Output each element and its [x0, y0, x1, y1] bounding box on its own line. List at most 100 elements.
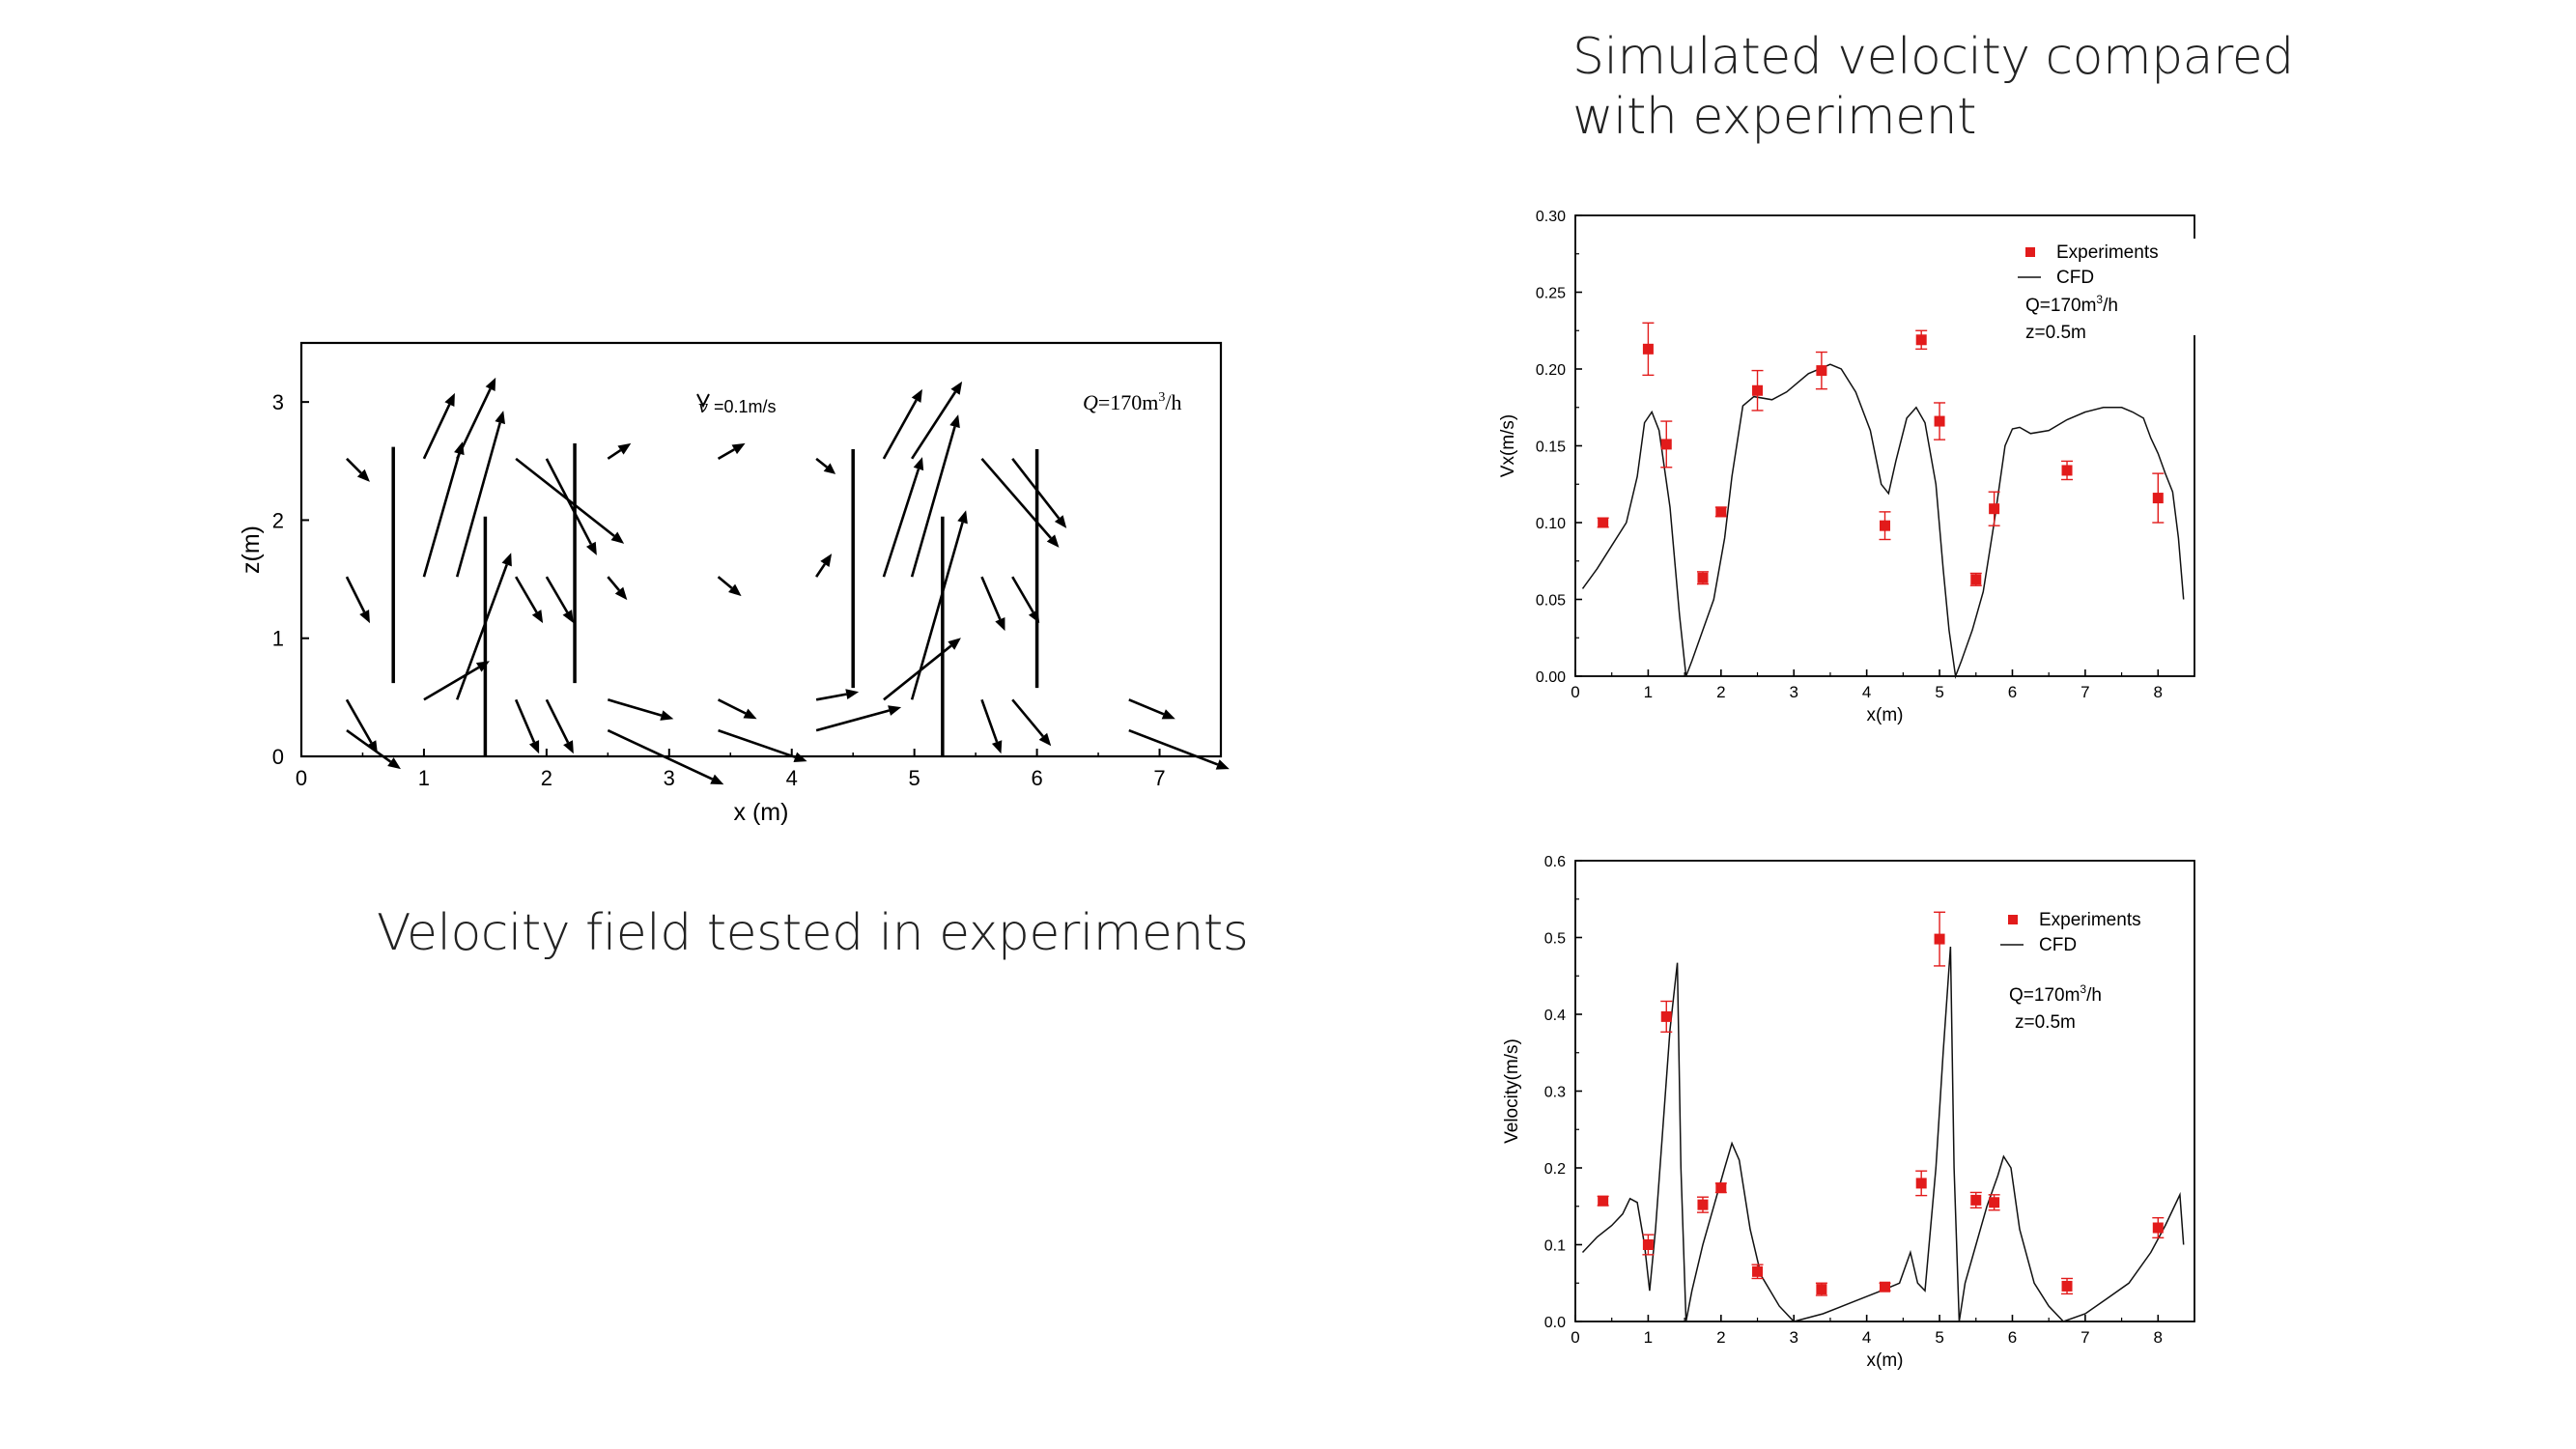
velocity-vector [515, 576, 544, 624]
velocity-vector [1011, 576, 1040, 624]
experiment-marker [1989, 503, 2000, 515]
experiment-point [1934, 911, 1946, 967]
vector-arrow-head [444, 392, 455, 407]
legend-label-experiments: Experiments [2056, 242, 2159, 263]
vector-arrow-head [495, 411, 506, 425]
vector-arrow-head [710, 774, 724, 785]
y-tick-label: 0.25 [1536, 286, 1566, 302]
velocity-vector [718, 728, 807, 763]
velocity-vector [980, 457, 1060, 548]
flow-rate-annotation: Q=170m3/h [2009, 982, 2102, 1006]
x-tick-label: 2 [1716, 1328, 1725, 1347]
vector-arrow-head [888, 705, 902, 716]
experiment-point [1597, 1195, 1609, 1207]
cfd-line [1581, 363, 2185, 679]
velocity-vector [910, 414, 960, 578]
experiment-point [1815, 1282, 1827, 1296]
vector-arrow-shaft [910, 522, 964, 700]
right-title-line-1: Simulated velocity compared [1572, 28, 2294, 86]
velocity-vector [1128, 698, 1175, 720]
experiment-point [1815, 351, 1827, 390]
velocity-comparison-chart: 0 1 2 3 4 5 6 7 8 0.0 0.1 0.2 0.3 0.4 0.5 0.6 x(m) Veloci… [1502, 854, 2195, 1371]
height-annotation: z=0.5m [2015, 1012, 2076, 1033]
right-title-line-2: with experiment [1572, 88, 1977, 146]
vector-arrow-shaft [910, 426, 956, 578]
velocity-vector [423, 661, 490, 701]
vector-arrow-shaft [815, 457, 828, 469]
vector-arrow-shaft [515, 576, 538, 613]
vector-arrow-head [743, 708, 757, 720]
x-tick-label: 3 [1790, 1328, 1798, 1347]
experiment-marker [1934, 933, 1945, 945]
flow-rate-annotation: Q=170m3/h [2025, 293, 2118, 316]
vector-arrow-head [485, 377, 496, 391]
velocity-vector [607, 442, 632, 460]
x-tick-label: 6 [2008, 1328, 2017, 1347]
experiment-marker [1915, 1178, 1927, 1189]
vector-arrow-shaft [718, 728, 796, 759]
velocity-vector [980, 698, 1003, 754]
velocity-vector [422, 441, 465, 578]
x-axis-label: x(m) [1867, 1350, 1904, 1371]
experiment-marker [1715, 1182, 1727, 1194]
experiment-point [1988, 1194, 2000, 1211]
experiment-marker [1970, 1194, 1982, 1206]
velocity-vector [1011, 458, 1067, 528]
legend-box [1995, 906, 2178, 1026]
x-tick-label: 7 [2081, 1328, 2089, 1347]
experiment-marker [1660, 439, 1672, 450]
vector-arrow-head [845, 689, 860, 700]
vector-arrow-shaft [1128, 728, 1219, 766]
y-tick-label: 0.2 [1544, 1161, 1566, 1178]
y-tick-label: 0.3 [1544, 1085, 1566, 1101]
vector-arrow-shaft [717, 576, 733, 589]
scale-label: =0.1m/s [714, 397, 777, 416]
x-tick-label: 4 [1862, 1328, 1871, 1347]
vector-arrow-head [820, 554, 833, 567]
experiment-point [1969, 1191, 1982, 1209]
legend-label-cfd: CFD [2056, 268, 2094, 288]
experiment-marker [1697, 572, 1709, 583]
experiment-point [1915, 1170, 1928, 1197]
experiment-marker [1934, 415, 1945, 427]
vector-arrow-head [617, 442, 632, 455]
vector-arrow-head [1215, 759, 1230, 770]
velocity-vector [882, 388, 922, 460]
experiment-point [1642, 322, 1655, 377]
experiment-point [1696, 571, 1709, 585]
experiment-point [1660, 420, 1673, 469]
experiment-point [2061, 1277, 2074, 1295]
x-tick-label: 0 [296, 766, 307, 790]
vector-arrow-shaft [607, 698, 663, 717]
velocity-vector [515, 457, 625, 544]
height-annotation: z=0.5m [2025, 323, 2086, 343]
vector-arrow-shaft [545, 698, 570, 744]
vector-arrow-shaft [345, 576, 366, 613]
x-tick-label: 6 [1031, 766, 1042, 790]
y-tick-label: 0.15 [1536, 440, 1566, 456]
y-tick-label: 0 [272, 745, 284, 769]
experiment-point [1969, 572, 1982, 586]
experiment-marker [1816, 365, 1827, 377]
vector-arrow-head [1161, 709, 1175, 720]
velocity-vector [545, 458, 597, 555]
vector-arrow-head [660, 710, 674, 721]
experiment-marker [1715, 506, 1727, 518]
experiment-marker [1880, 1281, 1890, 1293]
vector-arrow-head [991, 740, 1003, 754]
vector-arrow-shaft [980, 576, 1002, 620]
x-tick-label: 5 [909, 766, 920, 790]
x-tick-label: 6 [2008, 683, 2017, 701]
vector-arrow-shaft [514, 698, 536, 743]
y-axis-label: z(m) [238, 526, 265, 574]
vector-arrow-head [1054, 515, 1067, 528]
experiment-point [1642, 1234, 1655, 1256]
experiment-point [1988, 491, 2000, 526]
velocity-vector [514, 698, 540, 754]
experiment-marker [1642, 343, 1654, 355]
experiment-point [1915, 329, 1928, 351]
vector-arrow-head [1038, 732, 1052, 747]
y-axis-label: Velocity(m/s) [1502, 1038, 1522, 1144]
velocity-vector [345, 576, 370, 624]
